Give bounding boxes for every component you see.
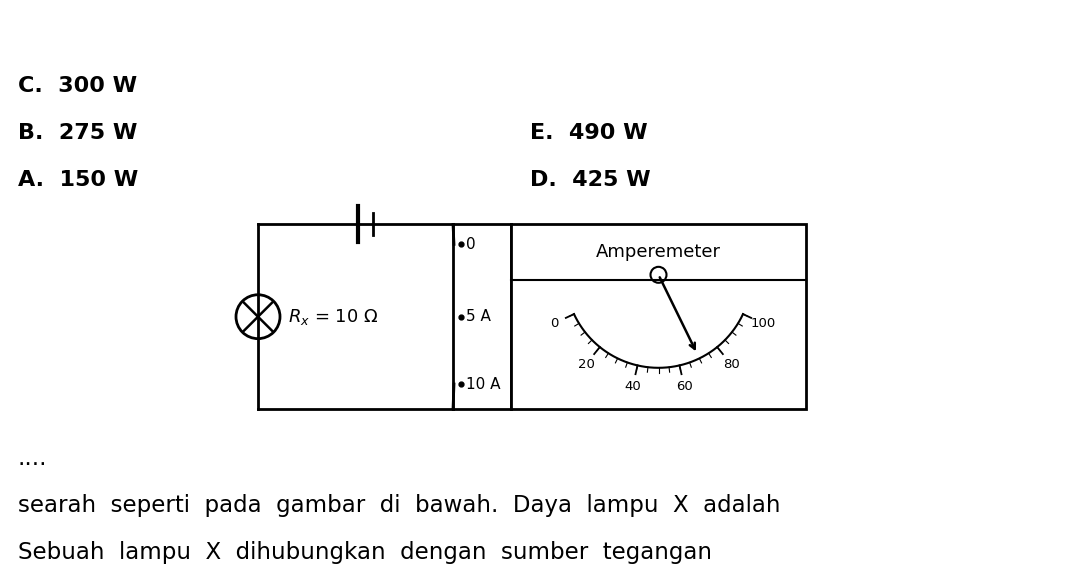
- Text: D.  425 W: D. 425 W: [530, 169, 650, 190]
- Text: 40: 40: [624, 380, 641, 393]
- Text: 80: 80: [722, 357, 739, 370]
- Text: Sebuah  lampu  X  dihubungkan  dengan  sumber  tegangan: Sebuah lampu X dihubungkan dengan sumber…: [18, 540, 712, 564]
- Text: 0: 0: [466, 237, 475, 252]
- Text: 5 A: 5 A: [466, 309, 490, 324]
- Text: 20: 20: [577, 357, 594, 370]
- Bar: [511, 225, 806, 409]
- Text: 10 A: 10 A: [466, 377, 500, 392]
- Text: B.  275 W: B. 275 W: [18, 123, 137, 142]
- Text: Amperemeter: Amperemeter: [596, 243, 721, 261]
- Text: searah  seperti  pada  gambar  di  bawah.  Daya  lampu  X  adalah: searah seperti pada gambar di bawah. Day…: [18, 494, 780, 517]
- Text: A.  150 W: A. 150 W: [18, 169, 138, 190]
- Text: $R_x$ = 10 $\Omega$: $R_x$ = 10 $\Omega$: [288, 307, 379, 327]
- Text: ....: ....: [18, 447, 47, 470]
- Text: C.  300 W: C. 300 W: [18, 76, 137, 96]
- Text: 0: 0: [549, 317, 558, 330]
- Text: 100: 100: [750, 317, 776, 330]
- Text: E.  490 W: E. 490 W: [530, 123, 648, 142]
- Text: 60: 60: [676, 380, 693, 393]
